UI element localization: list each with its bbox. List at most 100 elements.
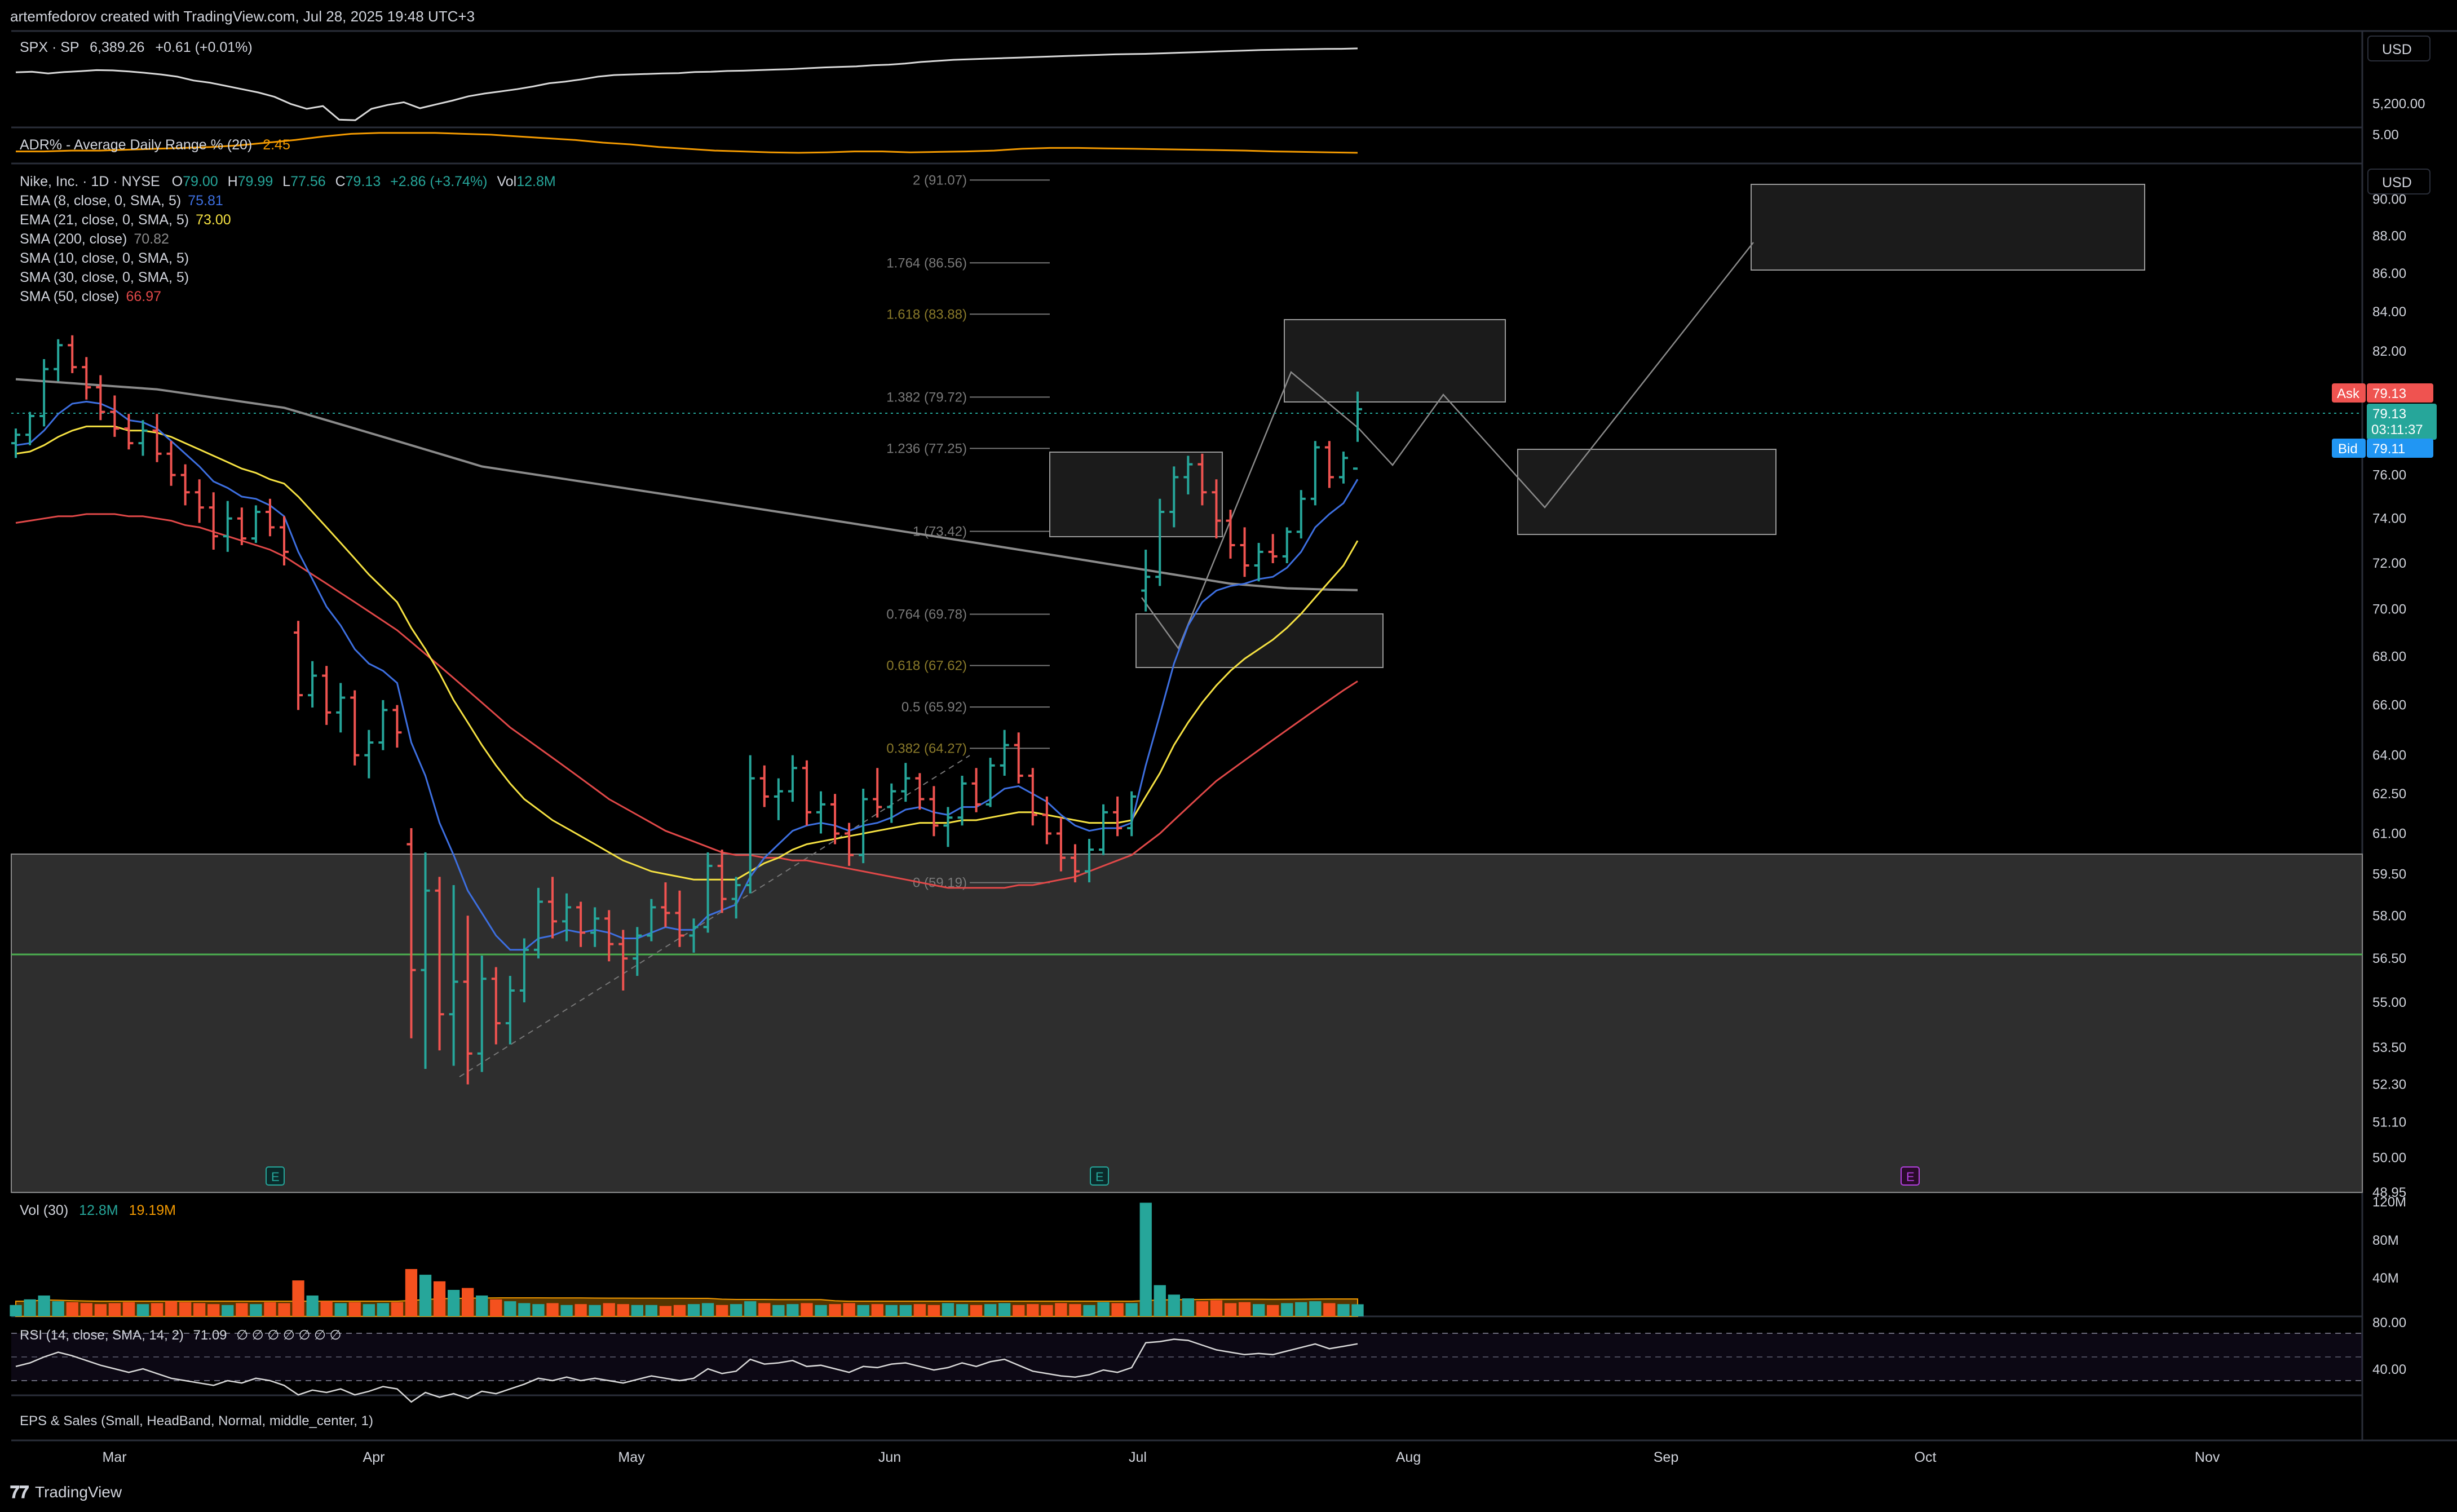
ohlc-bar — [887, 783, 896, 823]
zone-box — [1284, 319, 1506, 403]
volume-bar — [927, 1305, 940, 1316]
volume-bar — [179, 1302, 192, 1316]
earnings-marker[interactable]: E — [1090, 1166, 1109, 1186]
ohlc-bar — [618, 930, 628, 991]
volume-bar — [843, 1303, 855, 1316]
zone-box — [1517, 449, 1777, 535]
ohlc-bar — [1338, 452, 1348, 484]
bid-label: Bid — [2338, 441, 2358, 457]
volume-bar — [532, 1304, 545, 1316]
indicator-label: SMA (50, close) — [20, 289, 119, 304]
volume-bar — [829, 1304, 841, 1316]
earnings-marker[interactable]: E — [266, 1166, 285, 1186]
volume-bar — [136, 1304, 149, 1316]
price-axis-label: 50.00 — [2372, 1151, 2406, 1166]
volume-bar — [1139, 1202, 1152, 1316]
ohlc-bar — [533, 887, 543, 959]
spx-value: 6,389.26 — [90, 39, 144, 55]
zone-box — [1049, 452, 1223, 537]
ohlc-bar — [576, 901, 586, 947]
ohlc-bar — [1268, 534, 1278, 563]
ohlc-bar — [1014, 732, 1023, 784]
vol-label: Vol — [497, 174, 516, 189]
ohlc-bar — [1296, 490, 1306, 539]
vol-axis-label: 120M — [2372, 1195, 2406, 1210]
footer-brand: TradingView — [35, 1483, 122, 1501]
time-axis-label: Jun — [878, 1449, 901, 1465]
price-axis[interactable]: 90.0088.0086.0084.0082.0078.0076.0074.00… — [2372, 192, 2406, 1200]
ohlc-bar — [562, 893, 572, 941]
volume-bar — [250, 1304, 262, 1316]
vol-value: 12.8M — [516, 174, 555, 189]
ohlc-bar — [1254, 543, 1263, 582]
rsi-axis-label: 40.00 — [2372, 1362, 2406, 1377]
support-zone — [11, 854, 2363, 1193]
volume-bar — [1281, 1303, 1293, 1316]
ohlc-bar — [477, 956, 487, 1072]
volume-bar — [419, 1275, 432, 1316]
price-axis-label: 55.00 — [2372, 995, 2406, 1010]
ohlc-bar — [548, 877, 557, 939]
volume-bar — [1111, 1303, 1124, 1316]
ohlc-bar — [350, 690, 360, 766]
ohlc-bar — [294, 621, 303, 710]
ohlc-bar — [1282, 527, 1292, 563]
volume-bar — [942, 1303, 954, 1316]
price-axis-label: 90.00 — [2372, 192, 2406, 207]
adr-value: 2.45 — [263, 137, 290, 153]
ohlc-bar — [364, 730, 374, 779]
volume-bar — [462, 1288, 474, 1316]
symbol-title: Nike, Inc. · 1D · NYSE — [20, 174, 160, 189]
fib-label: 1.764 (86.56) — [886, 255, 967, 271]
fib-label: 0.382 (64.27) — [886, 741, 967, 756]
volume-bar — [1069, 1304, 1081, 1316]
volume-bar — [1027, 1304, 1039, 1316]
price-currency[interactable]: USD — [2382, 175, 2412, 191]
ohlc-bar — [604, 910, 614, 962]
time-axis-label: Apr — [363, 1449, 385, 1465]
volume-bar — [476, 1296, 488, 1316]
adr-line — [16, 132, 1358, 154]
volume-bar — [1154, 1285, 1166, 1316]
symbol-legend: Nike, Inc. · 1D · NYSE O79.00 H79.99 L77… — [20, 174, 556, 189]
vol-pane-label: Vol (30) — [20, 1202, 68, 1218]
ohlc-bar — [251, 505, 260, 543]
volume-bar — [970, 1305, 983, 1316]
volume-bar — [1210, 1300, 1223, 1316]
ohlc-bar — [1353, 391, 1362, 470]
spx-label: SPX · SP — [20, 39, 79, 55]
earnings-marker[interactable]: E — [1901, 1166, 1920, 1186]
ask-label: Ask — [2337, 386, 2360, 401]
spx-line — [15, 47, 1358, 121]
time-axis[interactable]: Mar Apr May Jun Jul Aug Sep Oct Nov — [102, 1449, 2220, 1465]
price-axis-label: 84.00 — [2372, 304, 2406, 320]
ohlc-bar — [96, 375, 105, 421]
time-axis-label: May — [618, 1449, 645, 1465]
volume-bar — [560, 1305, 573, 1316]
indicator-value: 66.97 — [126, 289, 161, 304]
volume-bar — [363, 1304, 375, 1316]
ohlc-bar — [845, 823, 854, 866]
ohlc-bar — [152, 414, 162, 462]
volume-bar — [52, 1301, 64, 1316]
indicator-legend: EMA (8, close, 0, SMA, 5) 75.81 EMA (21, c… — [20, 193, 231, 304]
fib-label: 1.236 (77.25) — [886, 441, 967, 456]
volume-bar — [857, 1305, 869, 1316]
ohlc-bar — [873, 768, 882, 818]
ask-value: 79.13 — [2372, 386, 2406, 401]
rsi-pane: RSI (14, close, SMA, 14, 2) 71.09 ∅ ∅ ∅ … — [11, 1315, 2406, 1403]
spx-currency[interactable]: USD — [2382, 42, 2412, 58]
volume-bars — [10, 1202, 1364, 1316]
volume-bar — [122, 1302, 135, 1316]
volume-bar — [758, 1303, 771, 1316]
tv-logo-icon: 𝟕𝟕 — [10, 1483, 29, 1502]
spx-currency-button[interactable] — [2367, 36, 2431, 61]
ohlc-bar — [1155, 498, 1165, 586]
price-currency-button[interactable] — [2367, 169, 2431, 194]
ohlc-bar — [745, 755, 755, 894]
trend-line — [459, 755, 970, 1077]
ohlc-bar — [1169, 466, 1179, 528]
last-price-tag: 79.13 03:11:37 — [2367, 404, 2437, 440]
ohlc-bar — [731, 877, 741, 919]
